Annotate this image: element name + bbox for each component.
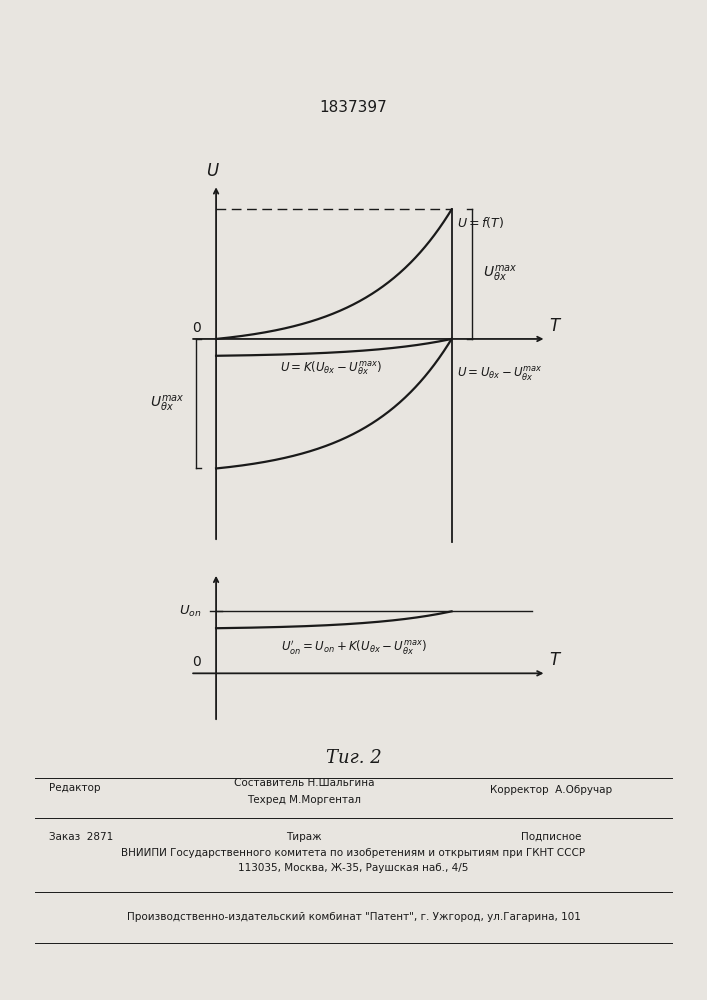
Text: Корректор  А.Обручар: Корректор А.Обручар (491, 785, 612, 795)
Text: Составитель Н.Шальгина: Составитель Н.Шальгина (234, 778, 374, 788)
Text: Τиг. 2: Τиг. 2 (326, 749, 381, 767)
Text: Тираж: Тираж (286, 832, 322, 842)
Text: $U_{on}$: $U_{on}$ (179, 604, 201, 619)
Text: $U=K(U_{\theta x}-U_{\theta x}^{max})$: $U=K(U_{\theta x}-U_{\theta x}^{max})$ (280, 360, 382, 377)
Text: 1837397: 1837397 (320, 101, 387, 115)
Text: 113035, Москва, Ж-35, Раушская наб., 4/5: 113035, Москва, Ж-35, Раушская наб., 4/5 (238, 863, 469, 873)
Text: $U=f(T)$: $U=f(T)$ (457, 215, 505, 230)
Text: $0$: $0$ (192, 321, 201, 335)
Text: $T$: $T$ (549, 651, 563, 669)
Text: $U_{on}'=U_{on}+K(U_{\theta x}-U_{\theta x}^{max})$: $U_{on}'=U_{on}+K(U_{\theta x}-U_{\theta… (281, 638, 427, 656)
Text: $U_{\theta x}^{max}$: $U_{\theta x}^{max}$ (483, 264, 518, 284)
Text: Производственно-издательский комбинат "Патент", г. Ужгород, ул.Гагарина, 101: Производственно-издательский комбинат "П… (127, 912, 580, 922)
Text: $U=U_{\theta x}-U_{\theta x}^{max}$: $U=U_{\theta x}-U_{\theta x}^{max}$ (457, 365, 543, 383)
Text: Редактор: Редактор (49, 783, 101, 793)
Text: Техред М.Моргентал: Техред М.Моргентал (247, 795, 361, 805)
Text: $T$: $T$ (549, 317, 563, 335)
Text: $0$: $0$ (192, 655, 201, 669)
Text: ВНИИПИ Государственного комитета по изобретениям и открытиям при ГКНТ СССР: ВНИИПИ Государственного комитета по изоб… (122, 848, 585, 858)
Text: Заказ  2871: Заказ 2871 (49, 832, 114, 842)
Text: $U$: $U$ (206, 162, 220, 180)
Text: $U_{\theta x}^{max}$: $U_{\theta x}^{max}$ (150, 394, 185, 414)
Text: Подписное: Подписное (521, 832, 582, 842)
